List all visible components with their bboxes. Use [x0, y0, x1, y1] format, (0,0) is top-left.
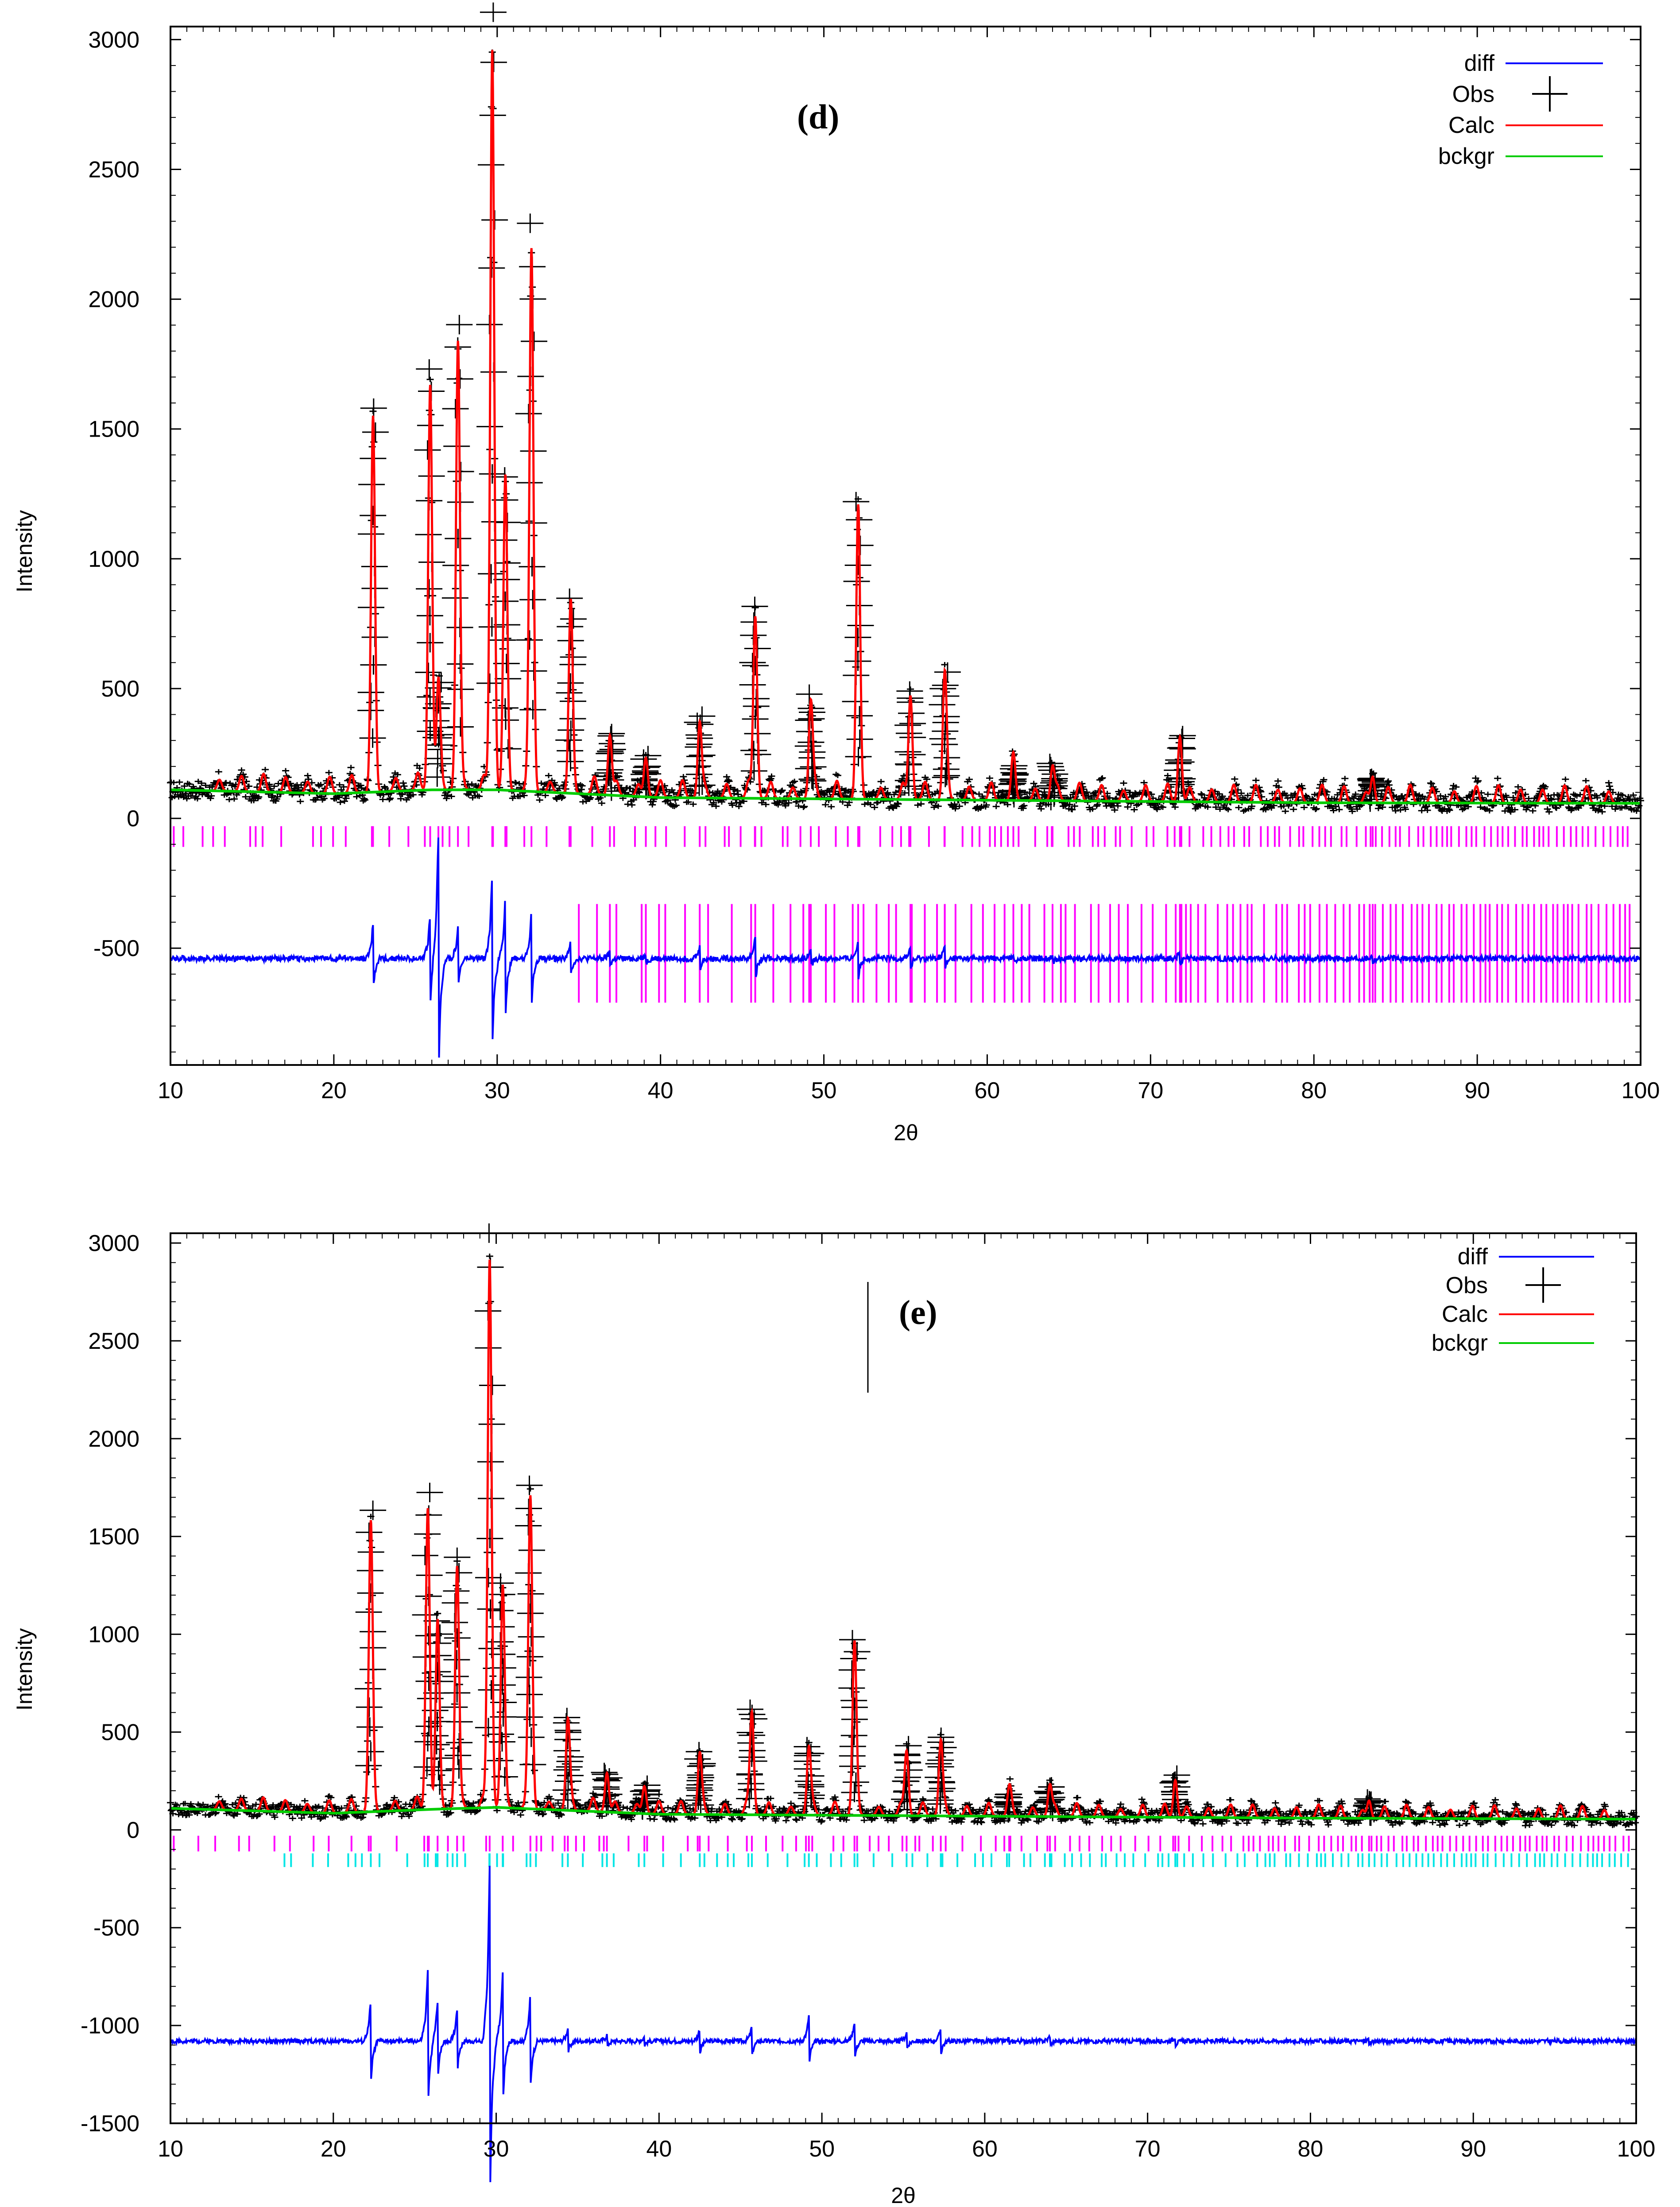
reflection-ticks-upper — [173, 826, 1629, 847]
x-tick-label: 90 — [1460, 2136, 1486, 2162]
panel-e-legend-obs-label: Obs — [1446, 1273, 1488, 1298]
panel-d-marks — [167, 2, 1644, 1058]
x-tick-label: 90 — [1464, 1078, 1490, 1104]
y-tick-label: 1000 — [88, 546, 139, 572]
panel-d-legend-obs-label: Obs — [1452, 81, 1494, 107]
panel-e-label: (e) — [899, 1293, 937, 1332]
x-tick-label: 70 — [1138, 1078, 1163, 1104]
y-tick-label: 500 — [101, 676, 139, 702]
x-tick-label: 50 — [809, 2136, 835, 2162]
x-tick-label: 60 — [975, 1078, 1000, 1104]
y-tick-label: 1500 — [88, 1524, 139, 1550]
y-tick-label: 0 — [127, 806, 139, 832]
panel-d-legend-diff-label: diff — [1464, 50, 1495, 76]
panel-e-y-axis-title: Intensity — [12, 1628, 37, 1711]
panel-e-legend-diff-label: diff — [1458, 1244, 1488, 1270]
panel-d-legend-obs-marker — [1532, 76, 1568, 112]
y-tick-label: 2000 — [88, 1426, 139, 1452]
panel-d-plot-frame — [170, 26, 1641, 1066]
x-tick-label: 80 — [1298, 2136, 1324, 2162]
x-tick-label: 50 — [811, 1078, 837, 1104]
panel-e-legend: diff Obs Calc bckgr — [1432, 1244, 1594, 1356]
x-tick-label: 20 — [321, 2136, 346, 2162]
panel-d-legend-bckgr-label: bckgr — [1438, 143, 1494, 169]
x-tick-label: 100 — [1617, 2136, 1656, 2162]
panel-e-axes: 10 20 30 40 50 60 70 80 90 100 -1500 -1000 -500 0 500 1… — [81, 1231, 1655, 2162]
calc-curve — [170, 50, 1641, 805]
y-tick-label: 500 — [101, 1719, 139, 1745]
panel-d-legend-calc-label: Calc — [1448, 112, 1494, 138]
x-tick-label: 70 — [1135, 2136, 1161, 2162]
reflection-ticks-lower — [283, 1853, 1629, 1867]
y-tick-label: 2000 — [88, 287, 139, 313]
bckgr-curve — [170, 1806, 1637, 1821]
x-tick-label: 10 — [158, 2136, 183, 2162]
x-tick-label: 30 — [484, 1078, 510, 1104]
x-tick-label: 20 — [321, 1078, 347, 1104]
diff-curve — [170, 837, 1641, 1058]
reflection-ticks-lower — [578, 904, 1631, 1003]
x-tick-label: 60 — [972, 2136, 998, 2162]
y-tick-label: 2500 — [88, 1328, 139, 1354]
panel-e-legend-calc-label: Calc — [1442, 1301, 1488, 1327]
panel-d-label: (d) — [797, 97, 839, 136]
y-tick-label: 1000 — [88, 1622, 139, 1648]
y-tick-label: 3000 — [88, 1231, 139, 1256]
panel-d-axes: 10 20 30 40 50 60 70 80 90 100 -500 0 500 1000 1500 200… — [88, 27, 1660, 1104]
diff-curve — [170, 1866, 1637, 2182]
x-tick-label: 40 — [646, 2136, 672, 2162]
x-tick-label: 40 — [648, 1078, 674, 1104]
y-tick-label: -1000 — [81, 2013, 139, 2039]
x-tick-label: 80 — [1301, 1078, 1327, 1104]
calc-curve — [170, 1259, 1636, 1820]
y-tick-label: -500 — [93, 1915, 139, 1941]
panel-e-legend-bckgr-label: bckgr — [1432, 1330, 1488, 1356]
x-tick-label: 10 — [158, 1078, 183, 1104]
y-tick-label: -1500 — [81, 2111, 139, 2137]
obs-series — [167, 2, 1644, 815]
y-tick-label: 0 — [127, 1817, 139, 1843]
y-tick-label: 2500 — [88, 157, 139, 182]
panel-d-legend: diff Obs Calc bckgr — [1438, 50, 1603, 169]
panel-e-marks — [167, 1223, 1640, 2182]
panel-d-y-axis-title: Intensity — [12, 510, 37, 592]
reflection-ticks-upper — [173, 1835, 1630, 1851]
panel-e-legend-obs-marker — [1525, 1267, 1561, 1303]
panel-d-x-axis-title: 2θ — [894, 1120, 918, 1145]
y-tick-label: 3000 — [88, 27, 139, 53]
panel-d-chart: 10 20 30 40 50 60 70 80 90 100 -500 0 500 1000 1500 200… — [12, 2, 1660, 1145]
panel-e-plot-frame — [170, 1232, 1637, 2124]
bckgr-curve — [170, 788, 1641, 805]
y-tick-label: -500 — [93, 936, 139, 961]
panel-e-chart: 10 20 30 40 50 60 70 80 90 100 -1500 -1000 -500 0 500 1… — [12, 1223, 1655, 2207]
x-tick-label: 100 — [1622, 1078, 1660, 1104]
obs-markers — [167, 2, 1644, 815]
panel-e-x-axis-title: 2θ — [891, 2183, 916, 2207]
y-tick-label: 1500 — [88, 417, 139, 442]
x-tick-label: 30 — [484, 2136, 509, 2162]
